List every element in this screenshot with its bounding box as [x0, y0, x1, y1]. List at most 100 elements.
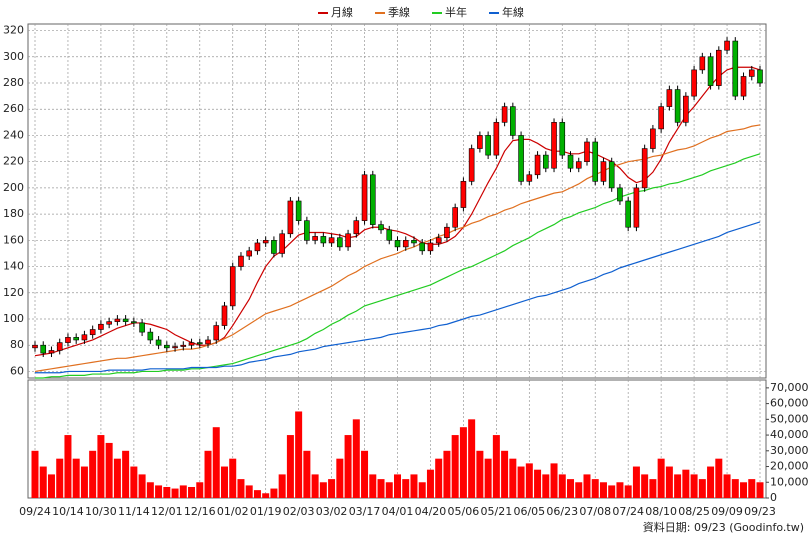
candle-body	[683, 95, 689, 123]
candle-body	[205, 339, 211, 345]
volume-bar	[599, 482, 607, 498]
candle-body	[542, 154, 549, 169]
candle-body	[485, 135, 491, 156]
volume-bar	[80, 466, 88, 498]
volume-tick-label: 10,000	[770, 475, 808, 488]
volume-bar	[616, 482, 624, 498]
candle-body	[444, 226, 450, 239]
y-tick-label: 160	[3, 233, 24, 246]
volume-bar	[517, 466, 525, 498]
volume-bar	[542, 474, 550, 498]
y-tick-label: 100	[3, 312, 24, 325]
candle-body	[172, 346, 178, 349]
volume-bar	[130, 466, 138, 498]
volume-bar	[122, 450, 130, 498]
volume-bar	[484, 458, 492, 498]
volume-bar	[336, 458, 344, 498]
y-tick-label: 80	[10, 338, 24, 351]
volume-tick-label: 40,000	[770, 428, 808, 441]
y-tick-label: 140	[3, 260, 24, 273]
candle-body	[81, 334, 88, 341]
candle-body	[641, 148, 648, 189]
x-tick-label: 01/02	[217, 505, 249, 518]
candle-body	[180, 344, 187, 347]
footnote: 資料日期: 09/23 (Goodinfo.tw)	[643, 520, 804, 534]
volume-bar	[740, 482, 748, 498]
volume-bar	[435, 458, 443, 498]
candle-body	[600, 161, 607, 182]
candle-body	[98, 323, 104, 330]
candle-body	[155, 339, 162, 346]
volume-bar	[278, 474, 286, 498]
candle-body	[658, 106, 664, 130]
candle-body	[304, 220, 310, 241]
volume-bar	[451, 435, 459, 498]
y-tick-label: 200	[3, 181, 24, 194]
volume-bar	[270, 488, 278, 498]
volume-bar	[39, 466, 47, 498]
x-tick-label: 09/24	[19, 505, 51, 518]
candle-body	[707, 56, 714, 86]
volume-bar	[171, 488, 179, 498]
volume-bar	[641, 474, 649, 498]
volume-bar	[369, 474, 377, 498]
candle-body	[106, 321, 112, 325]
y-tick-label: 220	[3, 155, 24, 168]
candle-body	[608, 161, 615, 189]
candle-body	[246, 250, 253, 257]
candle-body	[567, 154, 574, 169]
volume-bar	[682, 469, 690, 498]
candle-body	[518, 135, 524, 182]
volume-bar	[253, 490, 261, 498]
volume-tick-label: 70,000	[770, 381, 808, 394]
x-tick-label: 04/01	[382, 505, 414, 518]
candle-body	[164, 344, 170, 349]
candle-body	[468, 148, 475, 182]
candle-body	[279, 233, 285, 254]
candle-body	[551, 122, 557, 169]
candle-body	[65, 337, 71, 343]
volume-bar	[756, 482, 764, 498]
volume-bar	[56, 458, 64, 498]
y-tick-label: 60	[10, 364, 24, 377]
volume-bar	[204, 450, 212, 498]
volume-bar	[418, 482, 426, 498]
volume-bar	[220, 466, 228, 498]
volume-bar	[196, 482, 204, 498]
volume-bar	[665, 466, 673, 498]
candle-body	[435, 237, 442, 244]
y-tick-label: 180	[3, 207, 24, 220]
volume-bar	[47, 474, 55, 498]
volume-bar	[146, 482, 154, 498]
volume-bar	[575, 482, 583, 498]
volume-bar	[394, 474, 401, 498]
volume-bar	[344, 435, 352, 498]
candle-body	[196, 342, 203, 345]
candle-body	[345, 233, 351, 248]
volume-bar	[657, 458, 665, 498]
candle-body	[32, 344, 38, 349]
volume-bar	[64, 435, 72, 498]
candle-body	[287, 200, 294, 235]
volume-bar	[509, 458, 517, 498]
volume-bar	[459, 427, 467, 498]
legend-label: 半年	[445, 5, 467, 19]
volume-bar	[690, 474, 698, 498]
x-tick-label: 03/02	[316, 505, 348, 518]
volume-bar	[179, 485, 187, 498]
volume-bar	[476, 450, 484, 498]
volume-bar	[608, 485, 616, 498]
candle-body	[221, 305, 228, 326]
candle-body	[139, 322, 145, 333]
volume-bar	[501, 450, 509, 498]
ma-line	[34, 66, 761, 357]
candle-body	[337, 237, 343, 248]
candle-body	[229, 266, 236, 307]
candle-body	[131, 321, 137, 324]
candle-body	[732, 40, 739, 97]
price-panel	[27, 23, 767, 379]
y-tick-label: 260	[3, 102, 24, 115]
candle-body	[699, 56, 706, 71]
candle-body	[295, 200, 302, 221]
volume-bar	[105, 442, 113, 498]
